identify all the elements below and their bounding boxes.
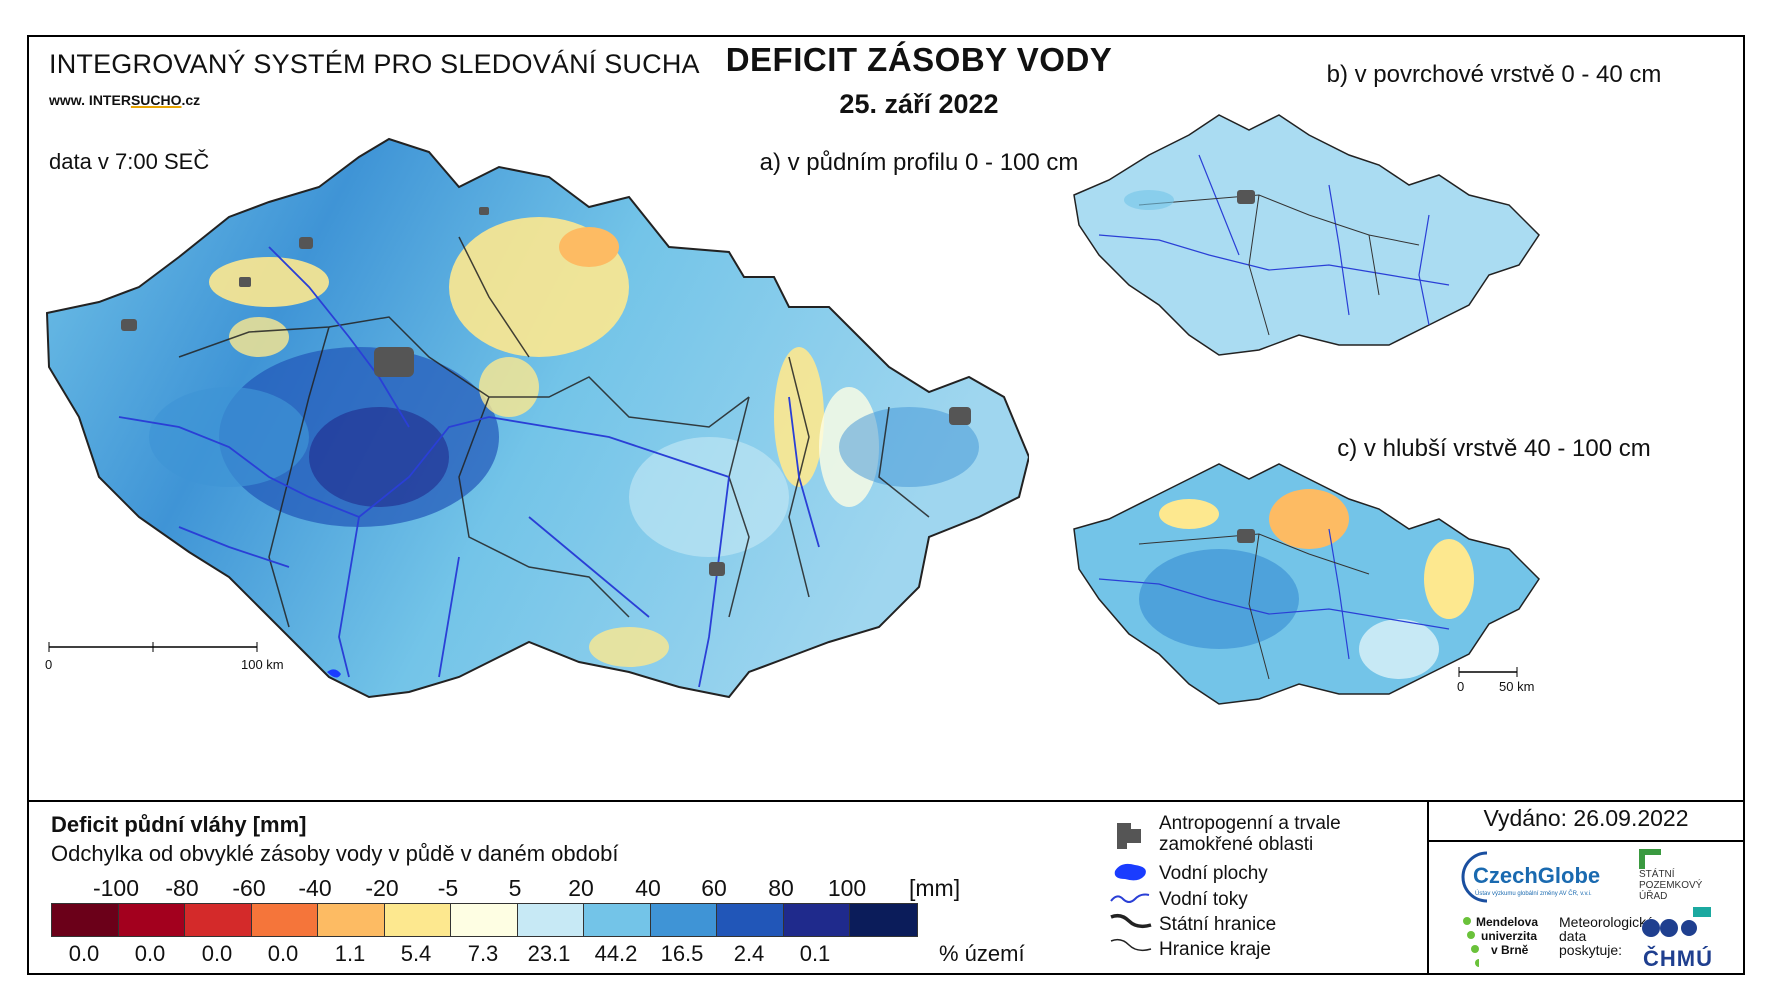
legend-swatch xyxy=(717,904,784,936)
legend-tick: -80 xyxy=(165,875,199,901)
url-suffix: .cz xyxy=(181,92,201,108)
legend-swatch xyxy=(52,904,119,936)
meteo-line3: poskytuje: xyxy=(1559,942,1623,958)
legend-tick: -60 xyxy=(232,875,266,901)
legend-pct: 2.4 xyxy=(733,941,765,966)
legend-water-label: Vodní plochy xyxy=(1159,863,1268,884)
region-border-icon xyxy=(1110,938,1152,952)
legend-pct: 7.3 xyxy=(467,941,499,966)
legend-tick: 60 xyxy=(701,875,727,901)
scale-a-end: 100 km xyxy=(241,657,284,672)
meteo-line1: Meteorologická xyxy=(1559,914,1654,930)
main-title: DEFICIT ZÁSOBY VODY xyxy=(725,41,1113,78)
legend-title: Deficit půdní vláhy [mm] xyxy=(51,812,307,837)
website-url[interactable]: www. INTERSUCHO.cz xyxy=(49,92,200,108)
spu-line1: STÁTNÍ xyxy=(1639,869,1675,880)
legend-tick: 5 xyxy=(508,875,522,901)
legend-tick: -20 xyxy=(365,875,399,901)
legend-swatch xyxy=(185,904,252,936)
legend-percentages: 0.0 0.0 0.0 0.0 1.1 5.4 7.3 23.1 44.2 16… xyxy=(51,941,931,969)
meteo-line2: data xyxy=(1559,928,1587,944)
czechglobe-subtitle: Ústav výzkumu globální změny AV ČR, v.v.… xyxy=(1475,891,1592,897)
legend-tick: 20 xyxy=(568,875,594,901)
legend-tick: -5 xyxy=(437,875,459,901)
scale-c-end: 50 km xyxy=(1499,679,1535,694)
system-title: INTEGROVANÝ SYSTÉM PRO SLEDOVÁNÍ SUCHA xyxy=(49,49,700,79)
map-date: 25. září 2022 xyxy=(839,89,999,119)
url-prefix: www. INTER xyxy=(49,92,131,108)
spu-line3: ÚŘAD xyxy=(1639,891,1668,902)
water-body xyxy=(327,669,341,678)
scale-c-start: 0 xyxy=(1457,679,1465,694)
issued-separator xyxy=(1427,840,1743,842)
map-b-label: b) v povrchové vrstvě 0 - 40 cm xyxy=(1326,61,1662,88)
legend-swatch xyxy=(584,904,651,936)
legend-ticks: -100 -80 -60 -40 -20 -5 5 20 40 60 80 10… xyxy=(51,875,971,905)
issued-date: Vydáno: 26.09.2022 xyxy=(1483,805,1689,831)
legend-pct: 5.4 xyxy=(400,941,432,966)
spu-line2: POZEMKOVÝ xyxy=(1639,880,1703,891)
legend-swatch xyxy=(118,904,185,936)
legend-state-border-label: Státní hranice xyxy=(1159,914,1277,935)
map-c-label: c) v hlubší vrstvě 40 - 100 cm xyxy=(1337,435,1651,462)
map-b-surface-layer xyxy=(1073,114,1540,356)
legend-river-label: Vodní toky xyxy=(1159,889,1248,910)
legend-pct: 23.1 xyxy=(527,941,571,966)
river-icon xyxy=(1110,893,1150,903)
legend-pct: 1.1 xyxy=(334,941,366,966)
legend-swatch xyxy=(318,904,385,936)
scale-a-start: 0 xyxy=(45,657,53,672)
map-frame: INTEGROVANÝ SYSTÉM PRO SLEDOVÁNÍ SUCHA w… xyxy=(27,35,1745,975)
legend-color-scale xyxy=(51,903,918,937)
legend-separator xyxy=(29,800,1743,802)
urban-area-icon xyxy=(1117,823,1141,849)
water-body-icon xyxy=(1114,863,1146,881)
mendel-line2: univerzita xyxy=(1481,929,1538,943)
legend-region-border-label: Hranice kraje xyxy=(1159,939,1271,960)
credits-separator xyxy=(1427,800,1429,975)
mendel-line3: v Brně xyxy=(1491,943,1529,957)
legend-subtitle: Odchylka od obvyklé zásoby vody v půdě v… xyxy=(51,841,619,866)
legend-pct: 0.0 xyxy=(201,941,233,966)
legend-swatch xyxy=(783,904,850,936)
mendel-dots-icon xyxy=(1463,917,1479,967)
legend-pct: 16.5 xyxy=(660,941,704,966)
legend-unit-mm: [mm] xyxy=(909,875,961,901)
spu-logo xyxy=(1639,849,1661,869)
legend-pct: 0.0 xyxy=(68,941,100,966)
legend-swatch xyxy=(650,904,717,936)
legend-tick: -40 xyxy=(298,875,332,901)
legend-urban-line2: zamokřené oblasti xyxy=(1159,834,1314,855)
legend-swatch xyxy=(517,904,584,936)
legend-tick: -100 xyxy=(92,875,140,901)
scale-bar-a xyxy=(48,642,258,652)
map-a-soil-profile xyxy=(45,137,1029,699)
legend-tick: 100 xyxy=(827,875,867,901)
legend-pct: 0.0 xyxy=(134,941,166,966)
mendel-line1: Mendelova xyxy=(1476,915,1539,929)
map-a-label: a) v půdním profilu 0 - 100 cm xyxy=(759,149,1079,176)
legend-urban-line1: Antropogenní a trvale xyxy=(1159,813,1341,834)
state-border-icon xyxy=(1110,913,1152,929)
map-b-shape xyxy=(1073,114,1540,356)
chmu-name: ČHMÚ xyxy=(1643,946,1713,971)
legend-unit-pct: % území xyxy=(939,941,1025,966)
legend-tick: 40 xyxy=(635,875,661,901)
legend-tick: 80 xyxy=(768,875,794,901)
spu-mark-icon xyxy=(1693,907,1711,917)
czechglobe-logo xyxy=(1461,851,1488,903)
legend-swatch xyxy=(451,904,518,936)
legend-pct: 0.1 xyxy=(799,941,831,966)
data-time: data v 7:00 SEČ xyxy=(49,149,210,174)
url-brand: SUCHO xyxy=(130,92,182,108)
czechglobe-name: CzechGlobe xyxy=(1473,863,1601,888)
chmu-logo-icon xyxy=(1642,919,1697,937)
scale-bar-c xyxy=(1458,667,1518,677)
legend-pct: 0.0 xyxy=(267,941,299,966)
legend-swatch xyxy=(251,904,318,936)
map-c-deep-layer xyxy=(1073,463,1540,705)
legend-swatch xyxy=(384,904,451,936)
legend-pct: 44.2 xyxy=(594,941,638,966)
legend-swatch xyxy=(850,904,917,936)
